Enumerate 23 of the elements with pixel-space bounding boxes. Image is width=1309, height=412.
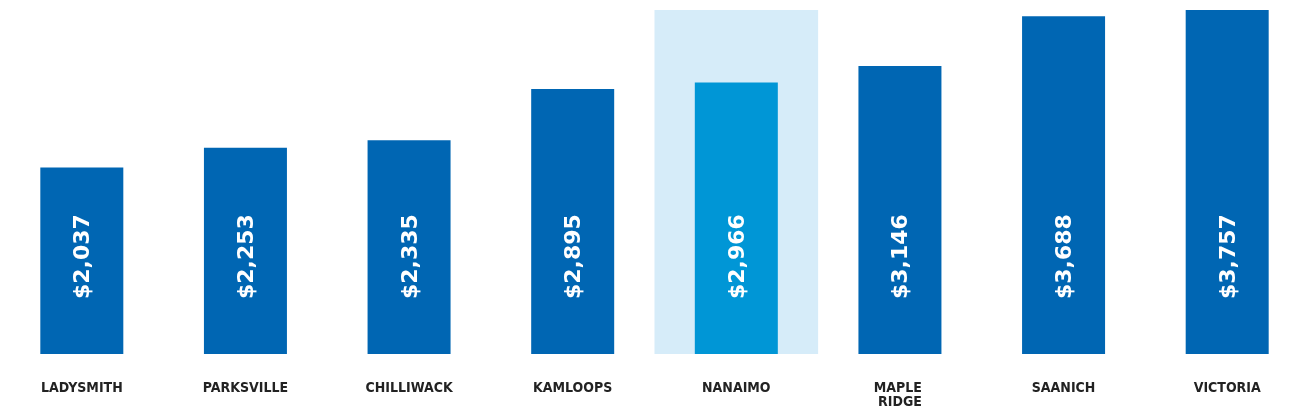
x-tick-label: KAMLOOPS [533, 379, 613, 395]
data-label: $3,757 [1214, 214, 1240, 299]
x-tick-label: SAANICH [1031, 379, 1096, 395]
data-label: $2,037 [69, 214, 95, 299]
bar [40, 167, 124, 354]
bar [367, 140, 451, 354]
data-label: $2,895 [560, 214, 586, 299]
x-tick-label: CHILLIWACK [365, 379, 454, 395]
x-tick-label: MAPLE RIDGE [873, 379, 927, 409]
bar [858, 65, 942, 354]
x-tick-label: LADYSMITH [40, 379, 123, 395]
data-label: $2,966 [723, 214, 749, 299]
data-label: $2,253 [232, 214, 258, 299]
bar [1185, 10, 1269, 354]
data-label: $2,335 [396, 214, 422, 299]
x-tick-label: VICTORIA [1193, 379, 1261, 395]
bar [203, 147, 287, 354]
x-tick-label: NANAIMO [702, 379, 771, 395]
bar [531, 88, 615, 354]
data-label: $3,688 [1051, 214, 1077, 299]
x-tick-label: PARKSVILLE [202, 379, 289, 395]
data-label: $3,146 [887, 214, 913, 299]
bar [1022, 16, 1106, 354]
